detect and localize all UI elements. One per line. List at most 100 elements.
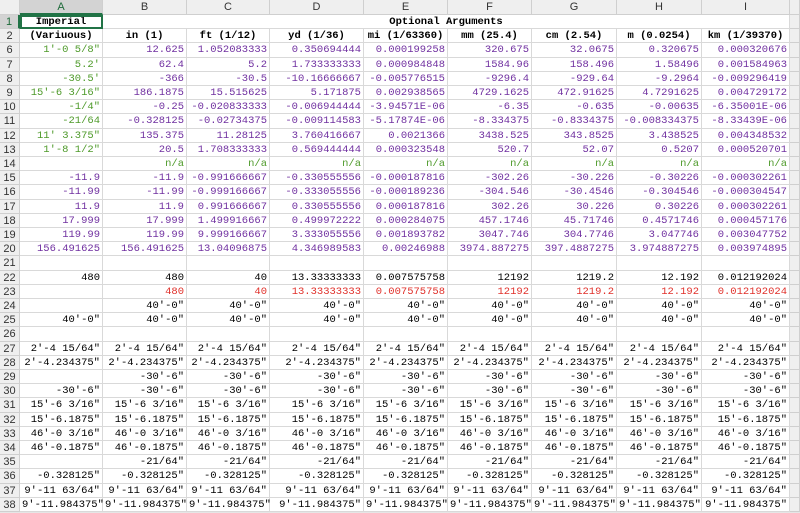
row-header[interactable]: 20 [0, 242, 20, 257]
cell[interactable] [187, 327, 270, 342]
cell[interactable]: -302.26 [448, 171, 532, 186]
row-header[interactable]: 29 [0, 370, 20, 385]
cell[interactable]: n/a [532, 157, 617, 172]
cell[interactable]: -21/64" [270, 455, 364, 470]
cell[interactable]: 15'-6.1875" [617, 412, 702, 427]
cell[interactable]: 2'-4.234375" [364, 355, 448, 370]
cell[interactable]: -0.328125" [448, 469, 532, 484]
cell[interactable]: 135.375 [103, 128, 187, 143]
cell[interactable]: 457.1746 [448, 213, 532, 228]
cell[interactable]: -30'-6" [103, 384, 187, 399]
cell[interactable]: 5.171875 [270, 86, 364, 101]
row-header[interactable]: 17 [0, 199, 20, 214]
cell[interactable]: -0.328125" [617, 469, 702, 484]
column-title[interactable]: mi (1/63360) [364, 29, 448, 44]
column-header[interactable]: H [617, 0, 702, 15]
cell[interactable] [702, 327, 790, 342]
cell[interactable]: 320.675 [448, 43, 532, 58]
cell[interactable]: 156.491625 [20, 242, 103, 257]
cell[interactable]: -30'-6" [270, 384, 364, 399]
cell[interactable]: 46'-0 3/16" [103, 426, 187, 441]
cell[interactable]: -21/64" [532, 455, 617, 470]
cell[interactable]: 1219.2 [532, 270, 617, 285]
cell[interactable]: -30'-6" [617, 370, 702, 385]
column-header[interactable]: E [364, 0, 448, 15]
row-header[interactable]: 32 [0, 412, 20, 427]
cell[interactable]: 0.002938565 [364, 86, 448, 101]
cell[interactable]: -30'-6" [702, 370, 790, 385]
cell[interactable]: 0.569444444 [270, 142, 364, 157]
cell[interactable]: 46'-0.1875" [364, 441, 448, 456]
cell[interactable]: 15'-6.1875" [448, 412, 532, 427]
cell[interactable]: 40'-0" [448, 313, 532, 328]
row-header[interactable]: 36 [0, 469, 20, 484]
row-header[interactable]: 37 [0, 483, 20, 498]
cell[interactable]: 15'-6.1875" [20, 412, 103, 427]
cell[interactable] [20, 299, 103, 314]
cell[interactable] [20, 370, 103, 385]
cell[interactable]: 12192 [448, 270, 532, 285]
cell[interactable]: -0.328125" [364, 469, 448, 484]
row-header[interactable]: 6 [0, 43, 20, 58]
cell[interactable]: -30.5' [20, 71, 103, 86]
cell[interactable]: 46'-0 3/16" [364, 426, 448, 441]
cell[interactable] [103, 256, 187, 271]
cell[interactable]: 1.052083333 [187, 43, 270, 58]
cell[interactable]: -0.008334375 [617, 114, 702, 129]
cell[interactable]: 17.999 [20, 213, 103, 228]
cell[interactable]: 13.04096875 [187, 242, 270, 257]
corner[interactable] [0, 0, 20, 15]
cell[interactable]: 0.001893782 [364, 228, 448, 243]
cell[interactable]: 3.333055556 [270, 228, 364, 243]
cell[interactable]: -21/64" [103, 455, 187, 470]
cell[interactable] [702, 256, 790, 271]
column-title[interactable]: ft (1/12) [187, 29, 270, 44]
cell[interactable]: 0.004729172 [702, 86, 790, 101]
cell[interactable]: 2'-4.234375" [532, 355, 617, 370]
column-title[interactable]: m (0.0254) [617, 29, 702, 44]
cell[interactable]: 4729.1625 [448, 86, 532, 101]
cell[interactable]: 480 [103, 284, 187, 299]
cell[interactable]: 46'-0.1875" [448, 441, 532, 456]
cell[interactable]: 9'-11.984375" [702, 497, 790, 512]
cell[interactable]: 15'-6 3/16" [103, 398, 187, 413]
row-header[interactable]: 1 [0, 15, 20, 30]
cell[interactable]: 0.003047752 [702, 228, 790, 243]
row-header[interactable]: 28 [0, 355, 20, 370]
cell[interactable]: 62.4 [103, 57, 187, 72]
cell[interactable]: 2'-4 15/64" [532, 341, 617, 356]
cell[interactable]: -0.8334375 [532, 114, 617, 129]
cell[interactable]: 2'-4 15/64" [187, 341, 270, 356]
column-header[interactable]: I [702, 0, 790, 15]
cell[interactable]: n/a [448, 157, 532, 172]
row-header[interactable]: 8 [0, 71, 20, 86]
cell[interactable]: 0.000187816 [364, 199, 448, 214]
cell[interactable]: -1/4" [20, 100, 103, 115]
cell[interactable]: -0.328125" [702, 469, 790, 484]
cell[interactable]: 46'-0 3/16" [448, 426, 532, 441]
cell[interactable]: 3.760416667 [270, 128, 364, 143]
column-title[interactable]: in (1) [103, 29, 187, 44]
cell[interactable] [364, 327, 448, 342]
cell[interactable]: 9'-11 63/64" [702, 483, 790, 498]
cell[interactable]: 46'-0 3/16" [187, 426, 270, 441]
row-header[interactable]: 33 [0, 426, 20, 441]
cell[interactable]: 46'-0.1875" [617, 441, 702, 456]
cell[interactable]: 45.71746 [532, 213, 617, 228]
cell[interactable]: n/a [617, 157, 702, 172]
cell[interactable]: 0.004348532 [702, 128, 790, 143]
cell[interactable]: n/a [103, 157, 187, 172]
cell[interactable]: 2'-4 15/64" [20, 341, 103, 356]
cell[interactable]: -30.5 [187, 71, 270, 86]
cell[interactable]: -11.99 [103, 185, 187, 200]
cell[interactable]: -6.35001E-06 [702, 100, 790, 115]
cell[interactable]: 9'-11.984375" [448, 497, 532, 512]
cell[interactable]: -0.000187816 [364, 171, 448, 186]
row-header[interactable]: 35 [0, 455, 20, 470]
cell[interactable]: 472.91625 [532, 86, 617, 101]
cell[interactable]: 9'-11.984375" [103, 497, 187, 512]
cell[interactable]: 0.00246988 [364, 242, 448, 257]
cell[interactable]: 9.999166667 [187, 228, 270, 243]
cell[interactable]: 46'-0 3/16" [617, 426, 702, 441]
cell[interactable]: 4.7291625 [617, 86, 702, 101]
